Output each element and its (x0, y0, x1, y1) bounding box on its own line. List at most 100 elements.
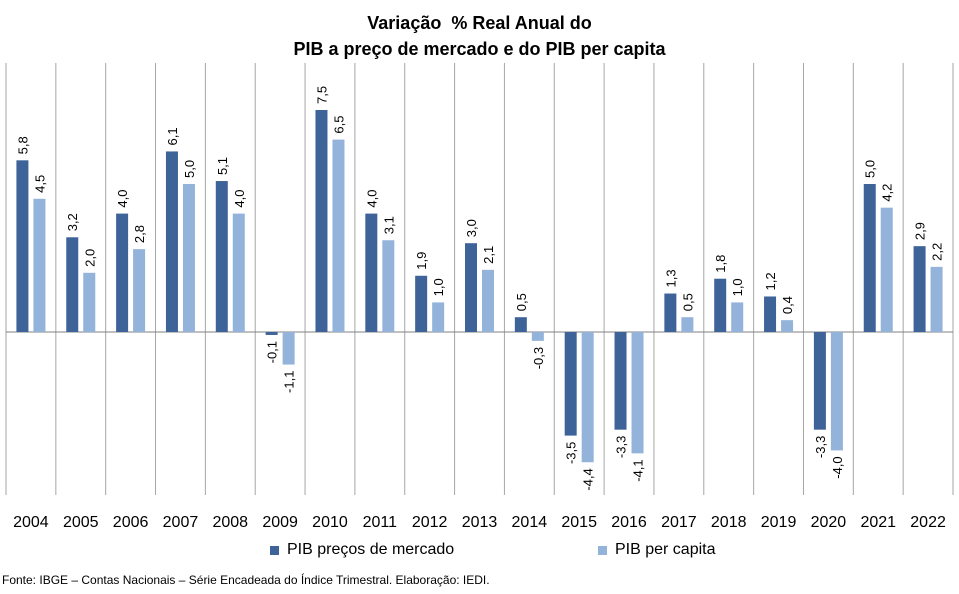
x-tick-label: 2015 (561, 514, 597, 531)
bar-pib-precos (863, 184, 876, 332)
x-tick-label: 2012 (412, 514, 448, 531)
bar-pib-precos (664, 293, 677, 332)
bar-pib-per-capita (581, 332, 594, 463)
data-label-pib-per-capita: 3,1 (381, 216, 396, 234)
bar-pib-precos (465, 243, 477, 332)
data-label-pib-per-capita: 1,0 (431, 278, 446, 296)
x-tick-label: 2004 (13, 514, 49, 531)
source-note: Fonte: IBGE – Contas Nacionais – Série E… (2, 573, 490, 587)
data-label-pib-per-capita: 4,0 (232, 190, 247, 208)
legend-label-pib-per-capita: PIB per capita (615, 541, 716, 558)
data-label-pib-per-capita: 4,2 (880, 184, 895, 202)
x-tick-label: 2022 (910, 514, 946, 531)
x-tick-label: 2013 (462, 514, 498, 531)
legend-swatch-pib-precos (270, 545, 279, 555)
bar-pib-precos (116, 213, 129, 332)
legend-item-pib-per-capita: PIB per capita (598, 541, 716, 559)
bar-chart: 5,84,520043,22,020054,02,820066,15,02007… (5, 63, 954, 531)
data-label-pib-per-capita: 4,5 (32, 175, 47, 193)
data-label-pib-precos: 2,9 (913, 222, 928, 240)
x-tick-label: 2005 (63, 514, 99, 531)
bar-pib-per-capita (930, 266, 943, 332)
data-label-pib-precos: 6,1 (165, 127, 180, 145)
data-label-pib-precos: 1,9 (414, 252, 429, 270)
data-label-pib-precos: 5,1 (215, 157, 230, 175)
x-tick-label: 2007 (163, 514, 199, 531)
bar-pib-per-capita (232, 213, 245, 332)
data-label-pib-precos: -3,3 (614, 436, 629, 458)
bar-pib-per-capita (182, 184, 195, 332)
bar-pib-precos (514, 317, 527, 332)
bar-pib-precos (564, 332, 577, 436)
data-label-pib-precos: 1,2 (763, 272, 778, 290)
data-label-pib-per-capita: -4,0 (830, 456, 845, 478)
data-label-pib-precos: 1,3 (663, 269, 678, 287)
data-label-pib-per-capita: 1,0 (730, 278, 745, 296)
data-label-pib-per-capita: -4,1 (631, 459, 646, 481)
x-tick-label: 2017 (661, 514, 697, 531)
data-label-pib-precos: 4,0 (364, 190, 379, 208)
x-tick-label: 2019 (761, 514, 797, 531)
bar-pib-precos (315, 110, 328, 332)
x-tick-label: 2009 (262, 514, 298, 531)
bar-pib-per-capita (83, 272, 96, 332)
x-tick-label: 2020 (811, 514, 847, 531)
data-label-pib-precos: 4,0 (115, 190, 130, 208)
bar-pib-per-capita (282, 332, 295, 365)
x-tick-label: 2010 (312, 514, 348, 531)
data-label-pib-per-capita: -4,4 (581, 468, 596, 490)
x-tick-label: 2008 (212, 514, 248, 531)
bar-pib-precos (913, 246, 926, 332)
data-label-pib-precos: 3,2 (65, 213, 80, 231)
bar-pib-per-capita (531, 332, 544, 341)
x-tick-label: 2021 (860, 514, 896, 531)
bar-pib-per-capita (631, 332, 644, 454)
data-label-pib-per-capita: 2,1 (481, 246, 496, 264)
data-label-pib-precos: 0,5 (514, 293, 529, 311)
data-label-pib-precos: 1,8 (713, 255, 728, 273)
data-label-pib-per-capita: 0,4 (780, 296, 795, 314)
data-label-pib-precos: -3,3 (813, 436, 828, 458)
bar-pib-precos (813, 332, 826, 430)
data-label-pib-per-capita: -0,3 (531, 347, 546, 369)
data-label-pib-precos: 5,0 (863, 160, 878, 178)
bar-pib-precos (714, 278, 727, 332)
bar-pib-precos (365, 213, 378, 332)
bar-pib-per-capita (830, 332, 843, 451)
x-tick-label: 2014 (512, 514, 548, 531)
data-label-pib-per-capita: -1,1 (282, 371, 297, 393)
bar-pib-per-capita (133, 249, 146, 332)
bar-pib-per-capita (731, 302, 744, 332)
data-label-pib-precos: -0,1 (265, 341, 280, 363)
x-tick-label: 2011 (363, 514, 398, 531)
data-label-pib-precos: 3,0 (464, 219, 479, 237)
legend-swatch-pib-per-capita (598, 545, 607, 555)
data-label-pib-per-capita: 2,0 (82, 249, 97, 267)
bar-pib-per-capita (432, 302, 445, 332)
bar-pib-precos (165, 151, 178, 332)
legend-label-pib-precos: PIB preços de mercado (287, 541, 455, 558)
legend-item-pib-precos: PIB preços de mercado (270, 541, 454, 559)
data-label-pib-per-capita: 0,5 (680, 293, 695, 311)
bar-pib-per-capita (33, 198, 46, 332)
bar-pib-precos (614, 332, 627, 430)
data-label-pib-per-capita: 2,8 (132, 225, 147, 243)
bar-pib-precos (265, 332, 278, 335)
data-label-pib-per-capita: 5,0 (182, 160, 197, 178)
data-label-pib-precos: 5,8 (15, 136, 30, 154)
bar-pib-precos (415, 275, 428, 332)
chart-title-line-2: PIB a preço de mercado e do PIB per capi… (293, 39, 666, 59)
data-label-pib-precos: -3,5 (564, 442, 579, 464)
bar-pib-per-capita (332, 139, 345, 332)
bar-pib-per-capita (681, 317, 694, 332)
x-tick-label: 2018 (711, 514, 747, 531)
bar-pib-per-capita (880, 207, 893, 332)
bar-pib-precos (66, 237, 79, 332)
data-label-pib-precos: 7,5 (314, 86, 329, 104)
bar-pib-precos (764, 296, 777, 332)
bar-pib-per-capita (781, 320, 794, 332)
x-tick-label: 2006 (113, 514, 149, 531)
bar-pib-precos (16, 160, 29, 332)
bar-pib-precos (215, 181, 228, 332)
data-label-pib-per-capita: 6,5 (331, 116, 346, 134)
